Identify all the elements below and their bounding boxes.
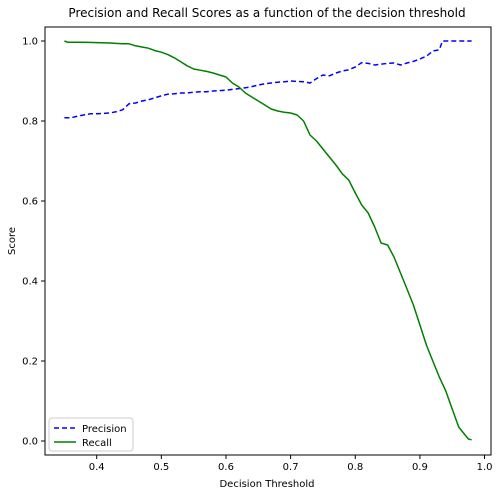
y-tick-label: 1.0 [22,37,38,48]
series-layer [64,40,472,441]
y-axis-title: Score [7,227,18,255]
x-axis-title: Decision Threshold [219,479,314,490]
x-tick-label: 0.6 [218,462,234,473]
plot-frame [44,26,492,456]
legend-recall-label: Recall [82,438,112,449]
y-axis: 0.0 0.2 0.4 0.6 0.8 1.0 [22,37,45,448]
x-tick-label: 0.4 [89,462,105,473]
series-line-recall [64,40,472,441]
legend-precision-label: Precision [82,424,127,435]
x-tick-label: 0.8 [347,462,363,473]
x-tick-label: 0.7 [283,462,299,473]
y-tick-label: 0.0 [22,437,38,448]
y-tick-label: 0.2 [22,357,38,368]
x-tick-label: 0.5 [153,462,169,473]
x-tick-label: 0.9 [412,462,428,473]
legend: Precision Recall [48,417,134,452]
y-tick-label: 0.6 [22,197,38,208]
y-tick-label: 0.4 [22,277,38,288]
x-tick-label: 1.0 [477,462,493,473]
chart-title: Precision and Recall Scores as a functio… [68,6,465,20]
y-tick-label: 0.8 [22,117,38,128]
x-axis: 0.4 0.5 0.6 0.7 0.8 0.9 1.0 [89,455,493,473]
